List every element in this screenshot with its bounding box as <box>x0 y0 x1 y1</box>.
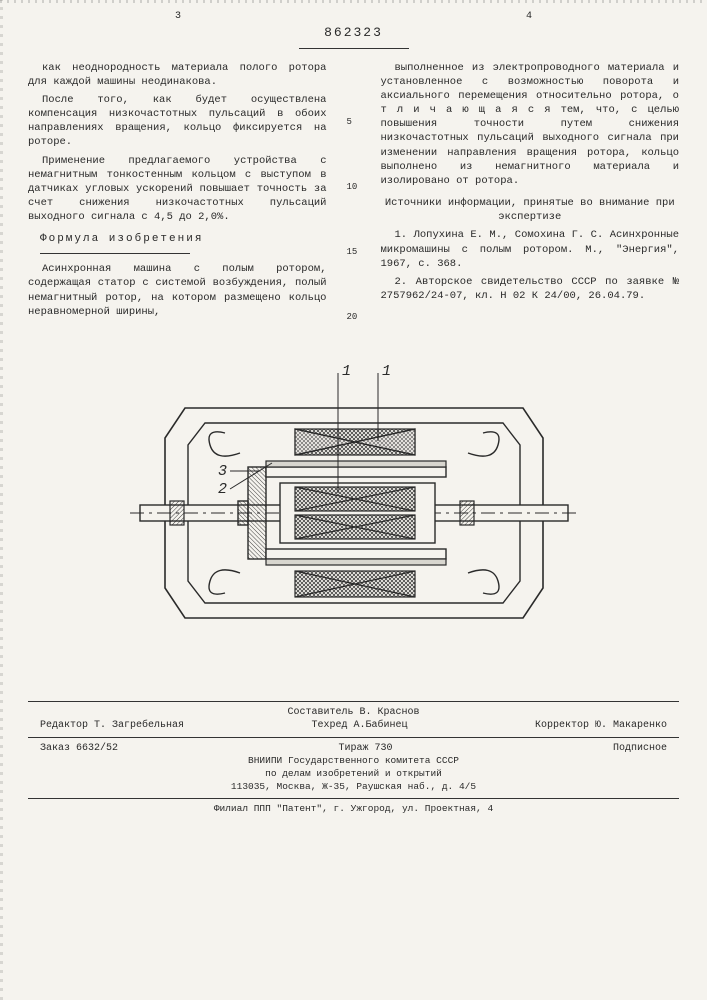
corrector: Корректор Ю. Макаренко <box>535 719 667 733</box>
techred: Техред А.Бабинец <box>311 719 407 733</box>
branch-line: Филиал ППП "Патент", г. Ужгород, ул. Про… <box>28 803 679 816</box>
footer-block: Составитель В. Краснов Редактор Т. Загре… <box>28 701 679 816</box>
right-column: выполненное из электропроводного материа… <box>381 61 680 323</box>
staff-line: Редактор Т. Загребельная Техред А.Бабине… <box>28 719 679 733</box>
sub: Подписное <box>613 742 667 756</box>
footer-rule-3 <box>28 798 679 799</box>
left-para-3: Применение предлагаемого устройства с не… <box>28 154 327 225</box>
source-1: 1. Лопухина Е. М., Сомохина Г. С. Асинхр… <box>381 228 680 271</box>
left-column: как неоднородность материала полого рото… <box>28 61 327 323</box>
compiler-line: Составитель В. Краснов <box>28 706 679 720</box>
line-num-10: 10 <box>347 181 361 193</box>
page-number-left: 3 <box>175 10 181 24</box>
fig-label-3: 3 <box>218 463 227 480</box>
formula-title: Формула изобретения <box>40 232 327 247</box>
order-line: Заказ 6632/52 Тираж 730 Подписное <box>28 742 679 756</box>
footer-rule-2 <box>28 737 679 738</box>
text-columns: как неоднородность материала полого рото… <box>28 61 679 323</box>
left-para-1: как неоднородность материала полого рото… <box>28 61 327 89</box>
left-para-4: Асинхронная машина с полым ротором, соде… <box>28 262 327 319</box>
fig-label-2: 2 <box>218 481 227 498</box>
footer-rule-1 <box>28 701 679 702</box>
source-2: 2. Авторское свидетельство СССР по заявк… <box>381 275 680 303</box>
doc-number-underline <box>299 48 409 49</box>
editor: Редактор Т. Загребельная <box>40 719 184 733</box>
sources-title: Источники информации, принятые во вниман… <box>381 196 680 224</box>
order: Заказ 6632/52 <box>40 742 118 756</box>
addr-line: 113035, Москва, Ж-35, Раушская наб., д. … <box>28 781 679 794</box>
document-number: 862323 <box>28 24 679 42</box>
fig-label-1b: 1 <box>382 363 391 380</box>
right-para-1: выполненное из электропроводного материа… <box>381 61 680 189</box>
fig-label-1a: 1 <box>342 363 351 380</box>
left-para-2: После того, как будет осуществлена компе… <box>28 93 327 150</box>
line-num-15: 15 <box>347 246 361 258</box>
page-number-right: 4 <box>526 10 532 24</box>
line-num-5: 5 <box>347 116 361 128</box>
org-line-1: ВНИИПИ Государственного комитета СССР <box>28 755 679 768</box>
line-number-gutter: 5 10 15 20 <box>347 61 361 323</box>
tirage: Тираж 730 <box>338 742 392 756</box>
org-line-2: по делам изобретений и открытий <box>28 768 679 781</box>
line-num-20: 20 <box>347 311 361 323</box>
technical-figure: 1 1 2 3 <box>130 363 578 661</box>
formula-underline <box>40 253 190 254</box>
